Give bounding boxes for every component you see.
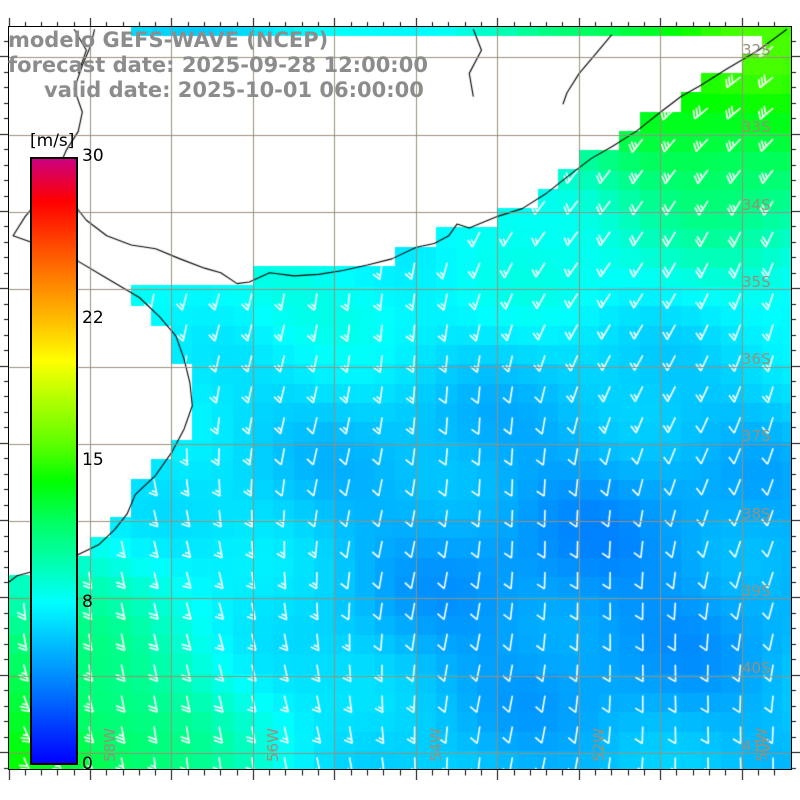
lon-label-56W: 56W	[264, 728, 283, 762]
lat-label-36S: 36S	[742, 350, 771, 369]
colorbar-unit-label: [m/s]	[30, 131, 75, 151]
colorbar-tick-15: 15	[82, 450, 104, 470]
lon-label-54W: 54W	[427, 728, 446, 762]
lat-label-39S: 39S	[742, 581, 771, 600]
lat-label-32S: 32S	[742, 40, 771, 59]
ruler-top	[8, 18, 792, 27]
lat-label-38S: 38S	[742, 504, 771, 523]
colorbar[interactable]	[30, 157, 78, 765]
map-plot-area[interactable]	[8, 26, 792, 770]
colorbar-tick-30: 30	[82, 146, 104, 166]
lat-label-40S: 40S	[742, 659, 771, 678]
lat-label-41S: 41S	[742, 736, 771, 755]
lat-label-33S: 33S	[742, 118, 771, 137]
lon-label-58W: 58W	[101, 728, 120, 762]
lat-label-37S: 37S	[742, 427, 771, 446]
colorbar-tick-8: 8	[82, 591, 93, 612]
graticule-layer	[9, 27, 791, 769]
colorbar-tick-0: 0	[82, 754, 93, 774]
ruler-left	[0, 26, 9, 770]
colorbar-tick-22: 22	[82, 308, 104, 329]
ruler-bottom	[8, 770, 792, 780]
lon-label-52W: 52W	[590, 728, 609, 762]
ruler-right	[791, 26, 800, 770]
colorbar-gradient	[30, 157, 78, 765]
lat-label-35S: 35S	[742, 272, 771, 291]
lat-label-34S: 34S	[742, 195, 771, 214]
